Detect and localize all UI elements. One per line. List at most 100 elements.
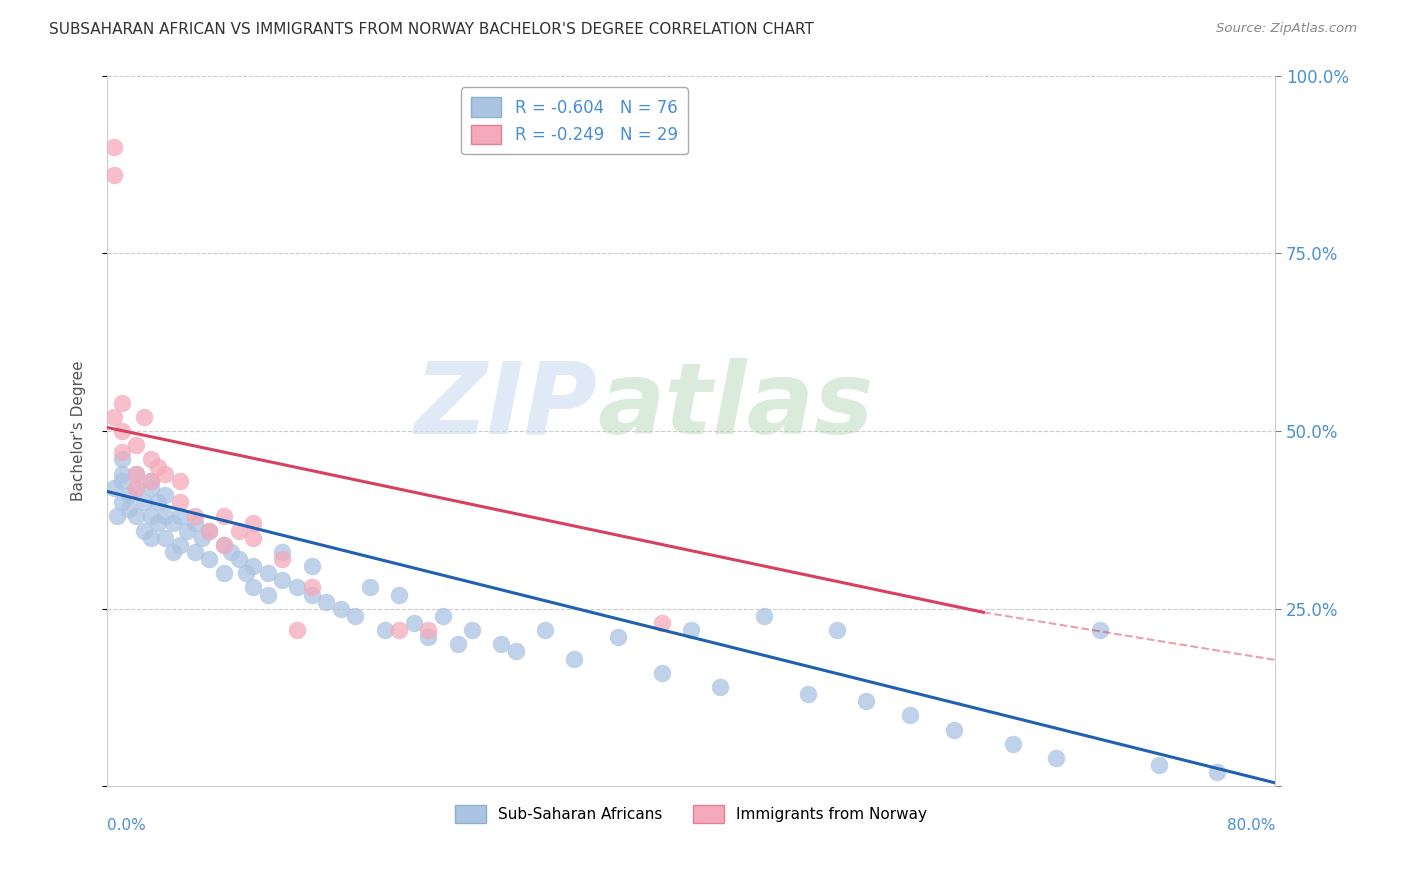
Point — [148, 516, 170, 531]
Point — [344, 608, 367, 623]
Point — [155, 509, 177, 524]
Point — [374, 623, 396, 637]
Y-axis label: Bachelor's Degree: Bachelor's Degree — [72, 360, 86, 501]
Point — [198, 552, 221, 566]
Point — [491, 637, 513, 651]
Text: SUBSAHARAN AFRICAN VS IMMIGRANTS FROM NORWAY BACHELOR'S DEGREE CORRELATION CHART: SUBSAHARAN AFRICAN VS IMMIGRANTS FROM NO… — [49, 22, 814, 37]
Point — [198, 524, 221, 538]
Point — [111, 495, 134, 509]
Point — [148, 495, 170, 509]
Point — [125, 509, 148, 524]
Point — [212, 538, 235, 552]
Point — [709, 680, 731, 694]
Point — [198, 524, 221, 538]
Point — [256, 566, 278, 581]
Text: ZIP: ZIP — [415, 358, 598, 455]
Point — [432, 608, 454, 623]
Point — [111, 467, 134, 481]
Point — [212, 538, 235, 552]
Point — [169, 474, 191, 488]
Point — [155, 488, 177, 502]
Point — [139, 481, 162, 495]
Point — [271, 574, 294, 588]
Point — [446, 637, 468, 651]
Point — [125, 438, 148, 452]
Point — [125, 481, 148, 495]
Point — [162, 516, 184, 531]
Point — [943, 723, 966, 737]
Point — [139, 509, 162, 524]
Point — [242, 531, 264, 545]
Legend: Sub-Saharan Africans, Immigrants from Norway: Sub-Saharan Africans, Immigrants from No… — [450, 798, 934, 829]
Point — [1147, 758, 1170, 772]
Point — [139, 531, 162, 545]
Point — [111, 424, 134, 438]
Point — [176, 524, 198, 538]
Point — [212, 509, 235, 524]
Point — [212, 566, 235, 581]
Point — [564, 651, 586, 665]
Point — [132, 524, 155, 538]
Point — [329, 601, 352, 615]
Point — [155, 467, 177, 481]
Point — [607, 630, 630, 644]
Point — [388, 588, 411, 602]
Point — [505, 644, 527, 658]
Point — [118, 502, 141, 516]
Point — [402, 615, 425, 630]
Point — [139, 452, 162, 467]
Point — [285, 581, 308, 595]
Point — [228, 524, 250, 538]
Point — [235, 566, 257, 581]
Point — [898, 708, 921, 723]
Point — [139, 474, 162, 488]
Point — [271, 552, 294, 566]
Point — [285, 623, 308, 637]
Point — [418, 630, 440, 644]
Point — [155, 531, 177, 545]
Point — [148, 459, 170, 474]
Point — [103, 409, 125, 424]
Point — [111, 452, 134, 467]
Point — [169, 509, 191, 524]
Point — [118, 488, 141, 502]
Point — [125, 467, 148, 481]
Point — [183, 516, 205, 531]
Point — [183, 545, 205, 559]
Point — [1045, 751, 1067, 765]
Point — [754, 608, 776, 623]
Point — [162, 545, 184, 559]
Point — [103, 139, 125, 153]
Point — [359, 581, 381, 595]
Point — [169, 495, 191, 509]
Point — [169, 538, 191, 552]
Point — [1206, 765, 1229, 780]
Text: atlas: atlas — [598, 358, 875, 455]
Point — [111, 445, 134, 459]
Point — [125, 481, 148, 495]
Point — [681, 623, 703, 637]
Point — [256, 588, 278, 602]
Point — [534, 623, 557, 637]
Point — [132, 409, 155, 424]
Point — [315, 594, 337, 608]
Point — [219, 545, 242, 559]
Point — [651, 665, 673, 680]
Point — [301, 559, 323, 574]
Point — [132, 495, 155, 509]
Point — [183, 509, 205, 524]
Point — [418, 623, 440, 637]
Point — [797, 687, 820, 701]
Text: 0.0%: 0.0% — [107, 819, 146, 833]
Point — [1001, 737, 1024, 751]
Point — [242, 516, 264, 531]
Point — [191, 531, 214, 545]
Point — [103, 481, 125, 495]
Point — [271, 545, 294, 559]
Text: 80.0%: 80.0% — [1227, 819, 1275, 833]
Point — [111, 474, 134, 488]
Point — [242, 581, 264, 595]
Point — [301, 588, 323, 602]
Point — [139, 474, 162, 488]
Point — [242, 559, 264, 574]
